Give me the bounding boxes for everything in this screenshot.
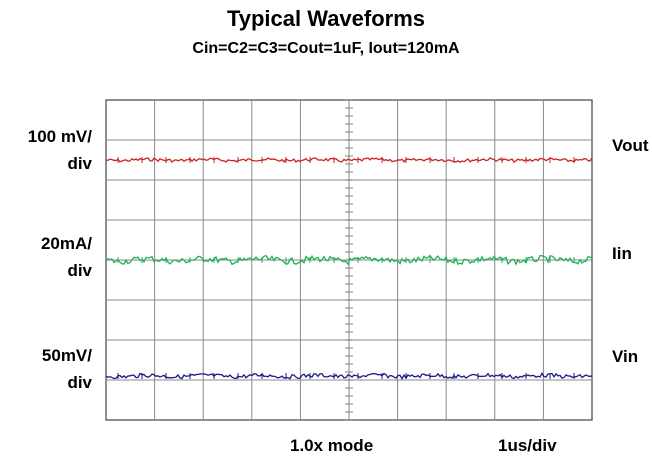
vout-scale-label: 100 mV/ div: [27, 127, 92, 173]
mode-label: 1.0x mode: [290, 436, 374, 455]
chart-subtitle: Cin=C2=C3=Cout=1uF, Iout=120mA: [192, 40, 460, 57]
scope-grid: [105, 99, 593, 421]
iin-scale-label: 20mA/ div: [40, 234, 92, 280]
trace-iin: [105, 254, 593, 266]
iin-channel-label: Iin: [612, 244, 632, 263]
vout-channel-label: Vout: [612, 136, 649, 155]
vin-scale-label: 50mV/ div: [41, 346, 92, 392]
vin-channel-label: Vin: [612, 347, 639, 366]
scope-traces: [105, 157, 593, 380]
chart-title: Typical Waveforms: [226, 6, 426, 31]
trace-vout: [105, 157, 593, 164]
trace-vin: [105, 372, 593, 380]
timebase-label: 1us/div: [498, 436, 557, 455]
